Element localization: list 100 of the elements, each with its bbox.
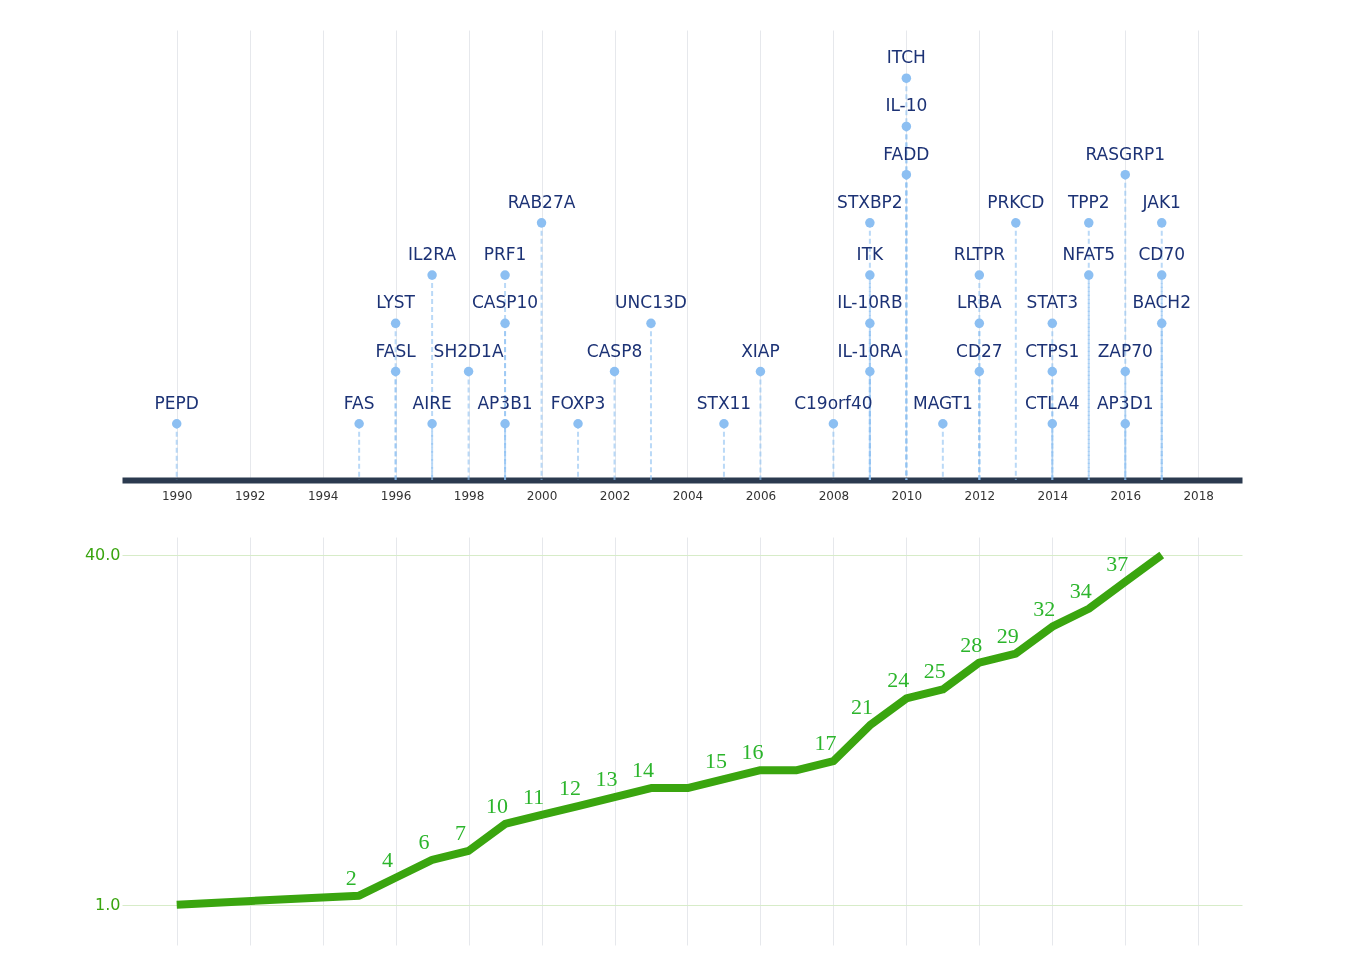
annotation: CASP8 [586,340,643,361]
annotation: RLTPR [953,244,1006,265]
annotation: ITCH [886,47,926,68]
annotation: MAGT1 [912,392,973,413]
point [865,218,875,228]
annotation: C19orf40 [794,392,873,413]
point [901,121,912,132]
annotation: IL-10 [885,95,928,116]
annotation: ITK [856,244,885,265]
point [354,419,364,429]
data-label: 10 [486,792,509,818]
point [536,218,547,228]
annotation: BACH2 [1132,292,1191,313]
x-tick-label: 2012 [964,488,996,503]
point [1047,318,1058,329]
data-label: 28 [960,631,983,657]
point [1084,270,1094,280]
annotation: CTPS1 [1025,340,1080,361]
data-label: 11 [522,783,545,809]
data-label: 37 [1106,550,1129,576]
annotation: AP3B1 [477,392,533,413]
point [1047,419,1058,429]
data-label: 4 [382,846,394,872]
annotation: CASP10 [471,292,539,313]
point [1157,270,1167,280]
point [865,366,875,377]
x-tick-label: 1996 [380,488,412,503]
annotation: AIRE [412,392,452,413]
point [974,366,985,377]
point [463,366,474,377]
annotation: ZAP70 [1097,340,1153,361]
x-tick-label: 2008 [818,488,850,503]
point [500,270,510,280]
point [901,73,912,83]
point [646,318,656,329]
x-tick-label: 1992 [234,488,266,503]
data-label: 17 [814,730,837,756]
data-label: 12 [559,775,582,801]
annotation: STX11 [696,392,752,413]
annotation: RAB27A [507,191,576,212]
point [719,419,729,429]
point [500,419,510,429]
point [1084,218,1094,228]
point [865,318,875,329]
x-tick-label: 2006 [745,488,777,503]
point [1157,318,1167,329]
point [573,419,583,429]
x-tick-label: 1994 [307,488,339,503]
point [1120,169,1130,180]
annotation: CD27 [956,340,1003,361]
annotation: LYST [376,292,416,313]
point [974,270,985,280]
x-tick-label: 2000 [526,488,558,503]
data-label: 25 [923,658,946,684]
data-label: 34 [1069,577,1092,603]
annotation: STXBP2 [837,191,903,212]
y-tick-label: 40.0 [84,545,121,565]
annotation: CD70 [1138,244,1186,265]
annotation: PEPD [154,392,199,413]
annotation: XIAP [741,340,780,361]
point [171,419,182,429]
point [755,366,766,377]
point [1157,218,1167,228]
annotation: RASGRP1 [1085,143,1166,164]
annotation: IL2RA [408,244,457,265]
data-label: 15 [704,748,727,774]
data-label: 29 [996,622,1019,648]
annotation: CTLA4 [1025,392,1080,413]
point [390,318,401,329]
point [427,419,437,429]
data-label: 24 [887,667,910,693]
point [938,419,948,429]
x-tick-label: 2004 [672,488,704,503]
point [1120,419,1130,429]
point [609,366,620,377]
annotation: IL-10RB [837,292,903,313]
x-tick-label: 1998 [453,488,485,503]
annotation: AP3D1 [1096,392,1154,413]
annotation: UNC13D [615,292,687,313]
annotation: FOXP3 [550,392,606,413]
point [500,318,510,329]
point [427,270,437,280]
x-tick-label: 2016 [1110,488,1142,503]
annotation: NFAT5 [1062,244,1115,265]
annotation: TPP2 [1066,191,1110,212]
data-label: 14 [631,757,654,783]
data-label: 32 [1033,595,1056,621]
y-tick-label: 1.0 [95,895,121,915]
point [974,318,985,329]
annotation: PRKCD [987,191,1045,212]
point [1120,366,1130,377]
point [390,366,401,377]
annotation: SH2D1A [433,340,504,361]
annotation: IL-10RA [837,340,903,361]
annotation: FAS [343,392,375,413]
data-label: 16 [741,739,764,765]
data-label: 6 [418,828,430,854]
annotation: STAT3 [1026,292,1078,313]
x-tick-label: 2002 [599,488,631,503]
annotation: LRBA [957,292,1002,313]
